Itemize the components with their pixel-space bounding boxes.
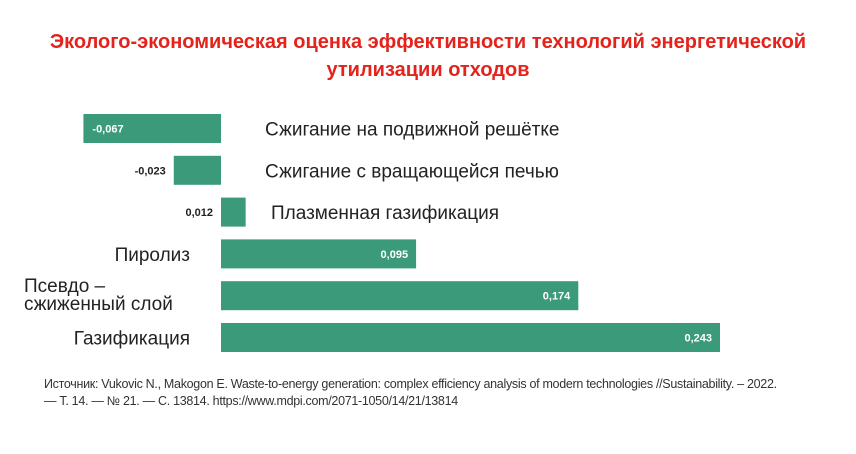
- category-label: сжиженный слой: [24, 294, 173, 315]
- bar: [173, 155, 221, 185]
- category-label: Сжигание на подвижной решётке: [265, 120, 559, 141]
- chart-title-line-1: Эколого-экономическая оценка эффективнос…: [49, 31, 807, 53]
- chart-title: Эколого-экономическая оценка эффективнос…: [0, 28, 856, 84]
- data-label: 0,095: [381, 249, 409, 261]
- category-label: Пиролиз: [115, 245, 190, 266]
- bar-chart: -0,067 Сжигание на подвижной решётке -0,02…: [24, 114, 720, 352]
- bar: [221, 281, 579, 311]
- bar: [221, 323, 720, 352]
- source-line-1: Источник: Vukovic N., Makogon E. Waste-t…: [44, 377, 777, 391]
- data-label: 0,012: [185, 207, 213, 219]
- category-label: Плазменная газификация: [271, 203, 499, 224]
- bar: [221, 197, 246, 227]
- category-label: Газификация: [74, 329, 190, 350]
- source-citation: Источник: Vukovic N., Makogon E. Waste-t…: [44, 376, 824, 410]
- category-label: Псевдо –: [24, 276, 106, 297]
- data-label: 0,174: [543, 291, 571, 303]
- chart-title-line-2: утилизации отходов: [326, 59, 530, 81]
- bar: [221, 239, 417, 269]
- source-line-2: — Т. 14. — № 21. — С. 13814. https://www…: [44, 394, 458, 408]
- bar: [83, 114, 221, 143]
- data-label: 0,243: [684, 333, 712, 345]
- data-label: -0,023: [135, 165, 166, 177]
- data-label: -0,067: [92, 124, 123, 136]
- category-label: Сжигание с вращающейся печью: [265, 161, 559, 182]
